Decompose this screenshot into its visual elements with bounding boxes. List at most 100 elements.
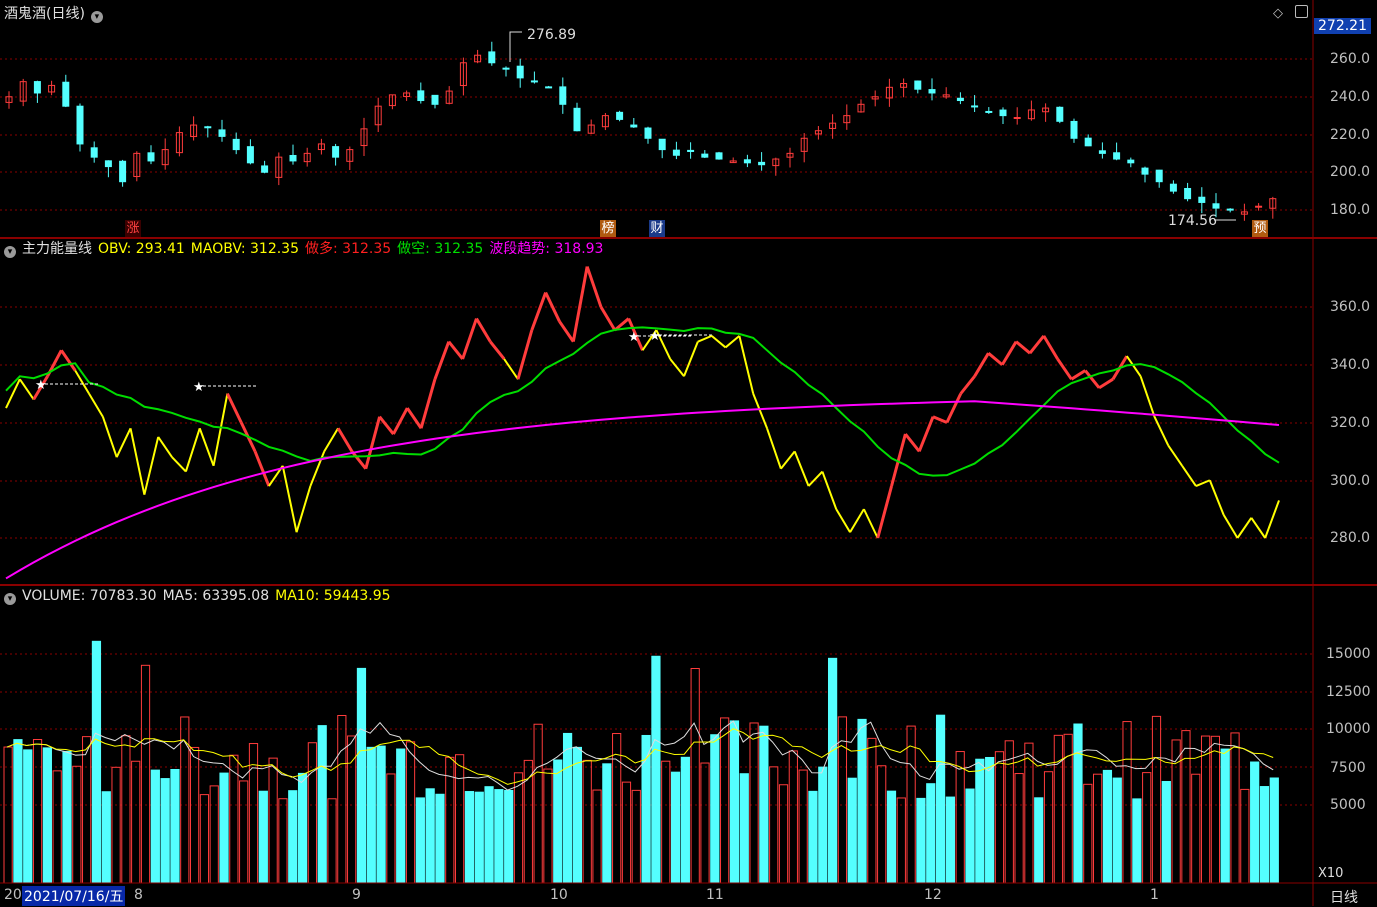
high-price-note: 276.89	[527, 27, 576, 43]
candle-body	[1240, 211, 1248, 215]
candle-body	[261, 165, 269, 173]
obv-segment	[627, 317, 644, 351]
candle-body	[1056, 106, 1064, 122]
ma10-line	[6, 728, 1274, 785]
volume-bar	[651, 655, 661, 884]
high-pointer	[509, 31, 522, 62]
obv-segment	[1070, 369, 1087, 381]
candle-body	[786, 152, 794, 158]
volume-bar	[111, 766, 121, 884]
candle-body	[1226, 208, 1234, 211]
volume-bar	[886, 790, 897, 884]
obv-segment	[558, 320, 575, 343]
volume-bar	[1250, 761, 1260, 884]
candle-body	[928, 89, 936, 94]
volume-bar	[700, 762, 710, 884]
candle-body	[119, 160, 127, 183]
candle-body	[814, 130, 822, 135]
candle-body	[246, 146, 254, 164]
volume-bar	[1142, 772, 1152, 884]
obv-segment	[350, 450, 367, 470]
candle-body	[175, 132, 183, 154]
stock-title: 酒鬼酒	[4, 6, 46, 22]
volume-bar	[209, 785, 219, 884]
volume-bar	[690, 668, 700, 884]
volume-bar	[1034, 797, 1044, 884]
dropdown-icon[interactable]: ▾	[4, 246, 16, 258]
obv-segment	[461, 318, 478, 360]
candle-body	[488, 51, 496, 64]
volume-bar	[415, 797, 425, 884]
obv-segment	[198, 427, 215, 467]
volume-bar	[1014, 773, 1024, 884]
volume-bar	[13, 739, 23, 884]
volume-bar	[425, 788, 435, 884]
star-icon: ★	[35, 378, 47, 393]
volume-bar	[455, 754, 465, 884]
volume-bar	[327, 798, 337, 884]
candle-body	[1169, 183, 1177, 192]
volume-bar	[994, 751, 1005, 884]
obv-segment	[516, 329, 534, 380]
obv-segment	[1208, 479, 1225, 516]
candle-body	[843, 115, 851, 124]
volume-bar	[1230, 732, 1240, 884]
candle-body	[1084, 137, 1092, 147]
candle-body	[76, 105, 84, 145]
obv-segment	[1236, 517, 1253, 539]
obv-segment	[253, 450, 271, 487]
candle-body	[516, 65, 524, 79]
volume-bar	[337, 715, 347, 884]
diamond-icon[interactable]: ◇	[1273, 6, 1283, 21]
volume-bar	[729, 720, 740, 884]
candle-body	[758, 161, 766, 166]
candle-body	[942, 94, 950, 98]
obv-segment	[849, 508, 865, 533]
volume-bars	[3, 640, 1279, 884]
dropdown-icon[interactable]: ▾	[4, 593, 16, 605]
volume-bar	[474, 791, 484, 884]
window-icon[interactable]	[1295, 5, 1308, 18]
obv-segment	[821, 471, 838, 510]
obv-segment	[752, 393, 768, 429]
volume-bar	[513, 772, 524, 884]
volume-bar	[1240, 788, 1250, 884]
price-tick: 200.0	[1330, 164, 1371, 180]
volume-panel-header: ▾ VOLUME: 70783.30 MA5: 63395.08 MA10: 5944…	[4, 588, 397, 605]
dropdown-icon[interactable]: ▾	[90, 11, 103, 23]
marker-zhang[interactable]: 涨	[125, 220, 141, 237]
candle-body	[1027, 109, 1035, 120]
marker-cai[interactable]: 财	[649, 220, 665, 237]
volume-bar	[553, 759, 563, 884]
candle-body	[1212, 203, 1220, 209]
obv-segment	[1222, 514, 1239, 539]
period-button[interactable]: 日线	[1330, 890, 1358, 906]
marker-bang[interactable]: 榜	[600, 220, 616, 237]
obv-segment	[987, 352, 1004, 366]
zuoduo-value: 做多: 312.35	[305, 241, 392, 257]
volume-bar	[1132, 798, 1142, 884]
time-label: 8	[134, 887, 143, 903]
obv-segment	[1000, 340, 1018, 366]
obv-segment	[1195, 479, 1211, 487]
candle-body	[1198, 196, 1206, 203]
marker-yu[interactable]: 预	[1252, 220, 1268, 237]
volume-bar	[1112, 777, 1122, 884]
price-tick: 180.0	[1330, 202, 1371, 218]
price-panel-header: 酒鬼酒(日线) ▾	[4, 6, 109, 23]
volume-bar	[896, 797, 906, 884]
volume-bar	[376, 745, 386, 884]
volume-bar	[1093, 773, 1103, 884]
obv-segment	[1167, 445, 1183, 467]
volume-bar	[160, 778, 170, 884]
candle-body	[374, 105, 382, 126]
candle-body	[1155, 169, 1163, 183]
obv-value: OBV: 293.41	[98, 241, 185, 257]
volume-bar	[1161, 781, 1171, 884]
obv-segment	[295, 485, 312, 533]
obv-segment	[336, 427, 354, 453]
candle-body	[403, 92, 411, 97]
obv-segment	[932, 415, 948, 424]
volume-bar	[317, 725, 327, 884]
